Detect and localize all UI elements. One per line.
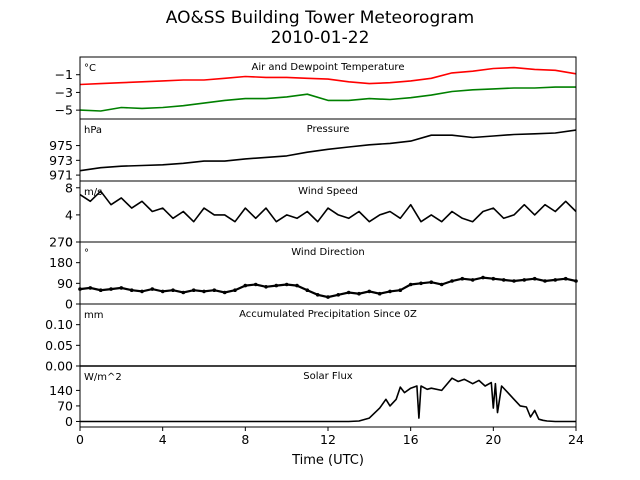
panel-2-series-1 — [79, 129, 577, 172]
panel-2-unit-label: hPa — [84, 125, 102, 136]
x-tick-label: 0 — [76, 432, 84, 447]
panel-5: 0.10 0.05 0.00 mm Accumulated Precipitation … — [45, 303, 577, 374]
x-axis-label: Time (UTC) — [292, 453, 364, 468]
x-tick-label: 24 — [568, 432, 584, 447]
panel-3-series-1 — [79, 190, 577, 223]
panel-4: 270 180 90 0 ° Wind Direction — [49, 235, 578, 312]
panel-1-series-2 — [79, 86, 576, 112]
y-tick-label: 0.10 — [45, 317, 73, 332]
y-tick-label: 270 — [49, 235, 73, 250]
y-tick-label: 70 — [57, 398, 73, 413]
y-tick-label: 0 — [65, 235, 73, 250]
y-tick-label: 0.00 — [45, 359, 73, 374]
y-tick-label: 8 — [65, 180, 73, 195]
panel-1-title: Air and Dewpoint Temperature — [252, 62, 405, 73]
panel-4-title: Wind Direction — [291, 247, 365, 258]
panel-1: −1 −3 −5 °C Air and Dewpoint Temperature — [55, 56, 577, 120]
figure-title: AO&SS Building Tower Meteorogram — [165, 8, 475, 28]
panel-3-unit-label: m/s — [84, 187, 102, 198]
panel-6-title: Solar Flux — [303, 371, 353, 382]
y-tick-label: −3 — [55, 85, 73, 100]
y-tick-label: 975 — [49, 138, 73, 153]
panel-1-series-1 — [79, 66, 577, 86]
x-tick-label: 4 — [159, 432, 167, 447]
panel-4-unit-label: ° — [84, 248, 89, 259]
y-tick-label: 0 — [65, 297, 73, 312]
panel-5-title: Accumulated Precipitation Since 0Z — [239, 309, 417, 320]
y-tick-label: 971 — [49, 168, 73, 183]
y-tick-label: 4 — [65, 207, 73, 222]
panel-6-series-1 — [80, 377, 576, 423]
y-tick-label: 0 — [65, 414, 73, 429]
y-tick-label: 90 — [57, 276, 73, 291]
panels-layer: −1−3−5°C Air and Dewpoint Temperature9759… — [45, 56, 578, 429]
x-tick-label: 20 — [485, 432, 501, 447]
x-tick-label: 8 — [241, 432, 249, 447]
panel-2-title: Pressure — [307, 124, 350, 135]
panel-3: 8 4 0 m/s Wind Speed — [65, 180, 577, 250]
figure-date: 2010-01-22 — [270, 28, 370, 48]
x-axis: 0 4 8 12 16 20 24 — [76, 427, 584, 447]
y-tick-label: 140 — [49, 383, 73, 398]
y-tick-label: −5 — [55, 103, 73, 118]
panel-5-unit-label: mm — [84, 310, 103, 321]
x-tick-label: 16 — [403, 432, 419, 447]
panel-6-unit-label: W/m^2 — [84, 372, 122, 383]
x-tick-label: 12 — [320, 432, 336, 447]
panel-4-trace — [79, 276, 577, 299]
y-tick-label: 180 — [49, 255, 73, 270]
y-tick-label: 973 — [49, 153, 73, 168]
panel-3-title: Wind Speed — [298, 186, 358, 197]
y-tick-label: −1 — [55, 67, 73, 82]
y-tick-label: 0.05 — [45, 338, 73, 353]
panel-1-unit-label: °C — [84, 63, 96, 74]
